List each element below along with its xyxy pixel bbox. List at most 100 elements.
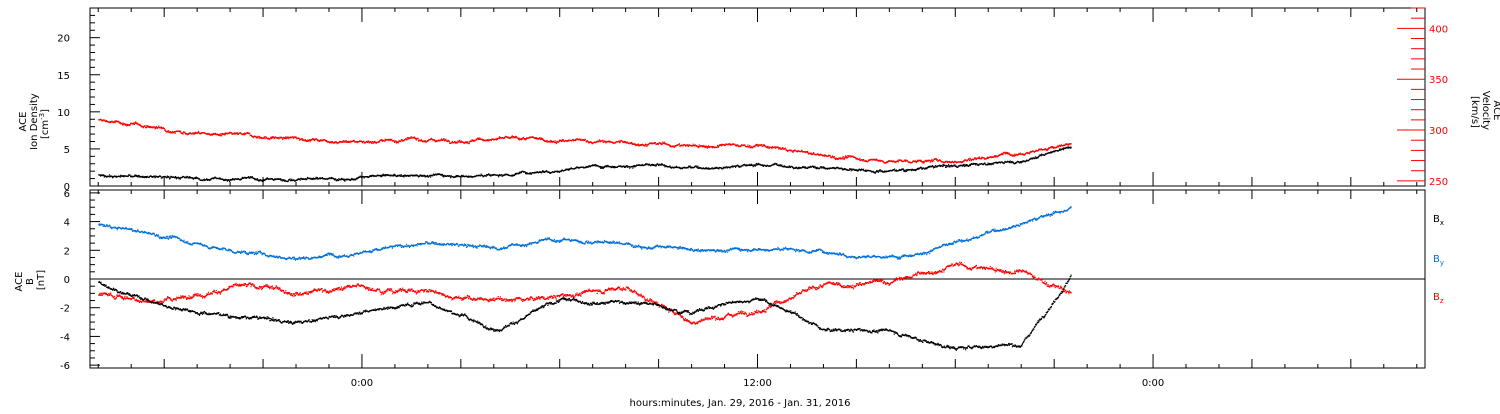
data-point-bz — [185, 297, 186, 298]
data-point-velocity — [774, 146, 775, 147]
data-point-bz — [214, 291, 215, 292]
data-point-velocity — [379, 141, 380, 142]
data-point-velocity — [768, 146, 769, 147]
data-point-density — [322, 177, 323, 178]
data-point-density — [160, 176, 161, 177]
data-point-velocity — [512, 137, 513, 138]
data-point-velocity — [761, 144, 762, 145]
data-point-velocity — [418, 138, 419, 139]
density-velocity-points — [98, 119, 1071, 182]
data-point-bz — [193, 296, 194, 297]
data-point-velocity — [645, 146, 646, 147]
data-point-velocity — [698, 147, 699, 148]
data-point-bz — [123, 299, 124, 300]
b-tick-label: 0 — [64, 275, 70, 286]
data-point-density — [241, 179, 242, 180]
data-point-velocity — [398, 142, 399, 143]
data-point-bz — [200, 294, 201, 295]
data-point-bz — [127, 296, 128, 297]
data-point-density — [561, 171, 562, 172]
data-point-velocity — [782, 147, 783, 148]
data-point-bz — [110, 292, 111, 293]
data-point-density — [1009, 162, 1010, 163]
data-point-bz — [235, 283, 236, 284]
data-point-density — [1059, 150, 1060, 151]
data-point-density — [401, 174, 402, 175]
data-point-density — [780, 164, 781, 165]
data-point-velocity — [778, 147, 779, 148]
data-point-velocity — [661, 143, 662, 144]
data-point-density — [776, 163, 777, 164]
data-point-bz — [154, 300, 155, 301]
data-point-density — [984, 163, 985, 164]
data-point-density — [948, 166, 949, 167]
density-tick-label: 15 — [57, 71, 70, 82]
data-point-density — [486, 176, 487, 177]
data-point-bz — [159, 302, 160, 303]
data-point-density — [109, 174, 110, 175]
data-point-velocity — [693, 144, 694, 145]
data-point-bz — [219, 291, 220, 292]
data-point-velocity — [631, 142, 632, 143]
data-point-bz — [197, 295, 198, 296]
data-point-velocity — [749, 145, 750, 146]
data-point-velocity — [231, 132, 232, 133]
data-point-velocity — [619, 140, 620, 141]
data-point-bz — [167, 296, 168, 297]
data-point-velocity — [411, 136, 412, 137]
data-point-velocity — [121, 122, 122, 123]
data-point-velocity — [265, 138, 266, 139]
data-point-velocity — [147, 127, 148, 128]
data-point-bz — [175, 298, 176, 299]
data-point-bz — [212, 293, 213, 294]
b-tick-label: 2 — [64, 246, 70, 257]
data-point-bz — [202, 297, 203, 298]
data-point-density — [903, 168, 904, 169]
data-point-velocity — [547, 140, 548, 141]
data-point-bz — [188, 295, 189, 296]
data-point-velocity — [898, 161, 899, 162]
data-point-bz — [166, 300, 167, 301]
data-point-density — [498, 176, 499, 177]
data-point-velocity — [664, 142, 665, 143]
data-point-velocity — [632, 143, 633, 144]
data-point-velocity — [699, 144, 700, 145]
data-point-velocity — [842, 157, 843, 158]
data-point-density — [193, 179, 194, 180]
data-point-velocity — [343, 140, 344, 141]
data-point-velocity — [785, 148, 786, 149]
b-tick-label: -2 — [60, 304, 70, 315]
velocity-tick-label: 350 — [1429, 75, 1448, 86]
data-point-velocity — [771, 148, 772, 149]
data-point-velocity — [198, 131, 199, 132]
data-point-density — [291, 179, 292, 180]
data-point-bz — [170, 298, 171, 299]
data-point-density — [531, 173, 532, 174]
data-point-bz — [119, 294, 120, 295]
data-point-bz — [126, 298, 127, 299]
data-point-density — [858, 170, 859, 171]
data-point-velocity — [754, 146, 755, 147]
data-point-velocity — [738, 145, 739, 146]
data-point-density — [819, 167, 820, 168]
data-point-velocity — [867, 161, 868, 162]
data-point-velocity — [718, 147, 719, 148]
data-point-velocity — [184, 132, 185, 133]
data-point-velocity — [602, 140, 603, 141]
b-tick-label: -6 — [60, 361, 70, 372]
data-point-density — [807, 168, 808, 169]
data-point-velocity — [115, 122, 116, 123]
data-point-density — [735, 167, 736, 168]
data-point-velocity — [646, 146, 647, 147]
data-point-velocity — [483, 139, 484, 140]
data-point-density — [546, 170, 547, 171]
data-point-velocity — [270, 138, 271, 139]
data-point-bz — [124, 296, 125, 297]
data-point-velocity — [283, 138, 284, 139]
data-point-bz — [164, 300, 165, 301]
data-point-density — [781, 165, 782, 166]
data-point-velocity — [585, 139, 586, 140]
data-point-velocity — [449, 141, 450, 142]
